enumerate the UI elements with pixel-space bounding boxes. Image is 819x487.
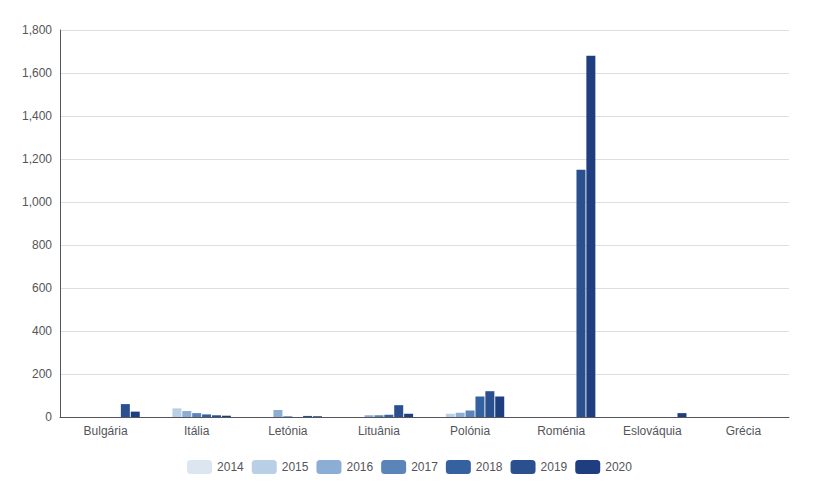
svg-text:2019: 2019 (541, 460, 568, 474)
svg-text:Itália: Itália (184, 424, 210, 438)
svg-text:2018: 2018 (476, 460, 503, 474)
svg-text:200: 200 (32, 367, 52, 381)
svg-text:1,200: 1,200 (22, 152, 52, 166)
svg-text:Lituânia: Lituânia (358, 424, 400, 438)
svg-text:600: 600 (32, 281, 52, 295)
svg-text:Roménia: Roménia (537, 424, 585, 438)
svg-text:800: 800 (32, 238, 52, 252)
svg-text:2017: 2017 (411, 460, 438, 474)
svg-text:0: 0 (45, 410, 52, 424)
svg-text:1,800: 1,800 (22, 23, 52, 37)
svg-text:Eslováquia: Eslováquia (623, 424, 682, 438)
svg-text:2015: 2015 (282, 460, 309, 474)
svg-text:2016: 2016 (346, 460, 373, 474)
svg-text:2014: 2014 (217, 460, 244, 474)
svg-text:Bulgária: Bulgária (84, 424, 128, 438)
svg-text:Letónia: Letónia (268, 424, 308, 438)
svg-text:Polónia: Polónia (450, 424, 490, 438)
svg-text:400: 400 (32, 324, 52, 338)
svg-text:Grécia: Grécia (726, 424, 762, 438)
svg-text:2020: 2020 (605, 460, 632, 474)
svg-text:1,600: 1,600 (22, 66, 52, 80)
svg-text:1,400: 1,400 (22, 109, 52, 123)
svg-text:1,000: 1,000 (22, 195, 52, 209)
